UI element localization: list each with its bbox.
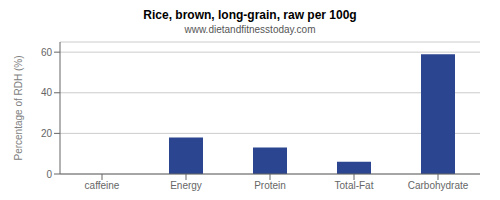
svg-text:0: 0	[46, 169, 52, 180]
svg-text:20: 20	[41, 128, 53, 139]
svg-text:Energy: Energy	[170, 180, 202, 191]
svg-text:caffeine: caffeine	[85, 180, 120, 191]
svg-text:Percentage of RDH (%): Percentage of RDH (%)	[13, 55, 24, 160]
html-text:www.dietandfitnesstoday.com: www.dietandfitnesstoday.com	[184, 24, 316, 35]
svg-text:40: 40	[41, 87, 53, 98]
svg-text:Protein: Protein	[254, 180, 286, 191]
html-text:Rice, brown, long-grain, raw p: Rice, brown, long-grain, raw per 100g	[143, 8, 357, 22]
svg-text:Carbohydrate: Carbohydrate	[408, 180, 469, 191]
svg-text:60: 60	[41, 47, 53, 58]
svg-text:Total-Fat: Total-Fat	[335, 180, 374, 191]
